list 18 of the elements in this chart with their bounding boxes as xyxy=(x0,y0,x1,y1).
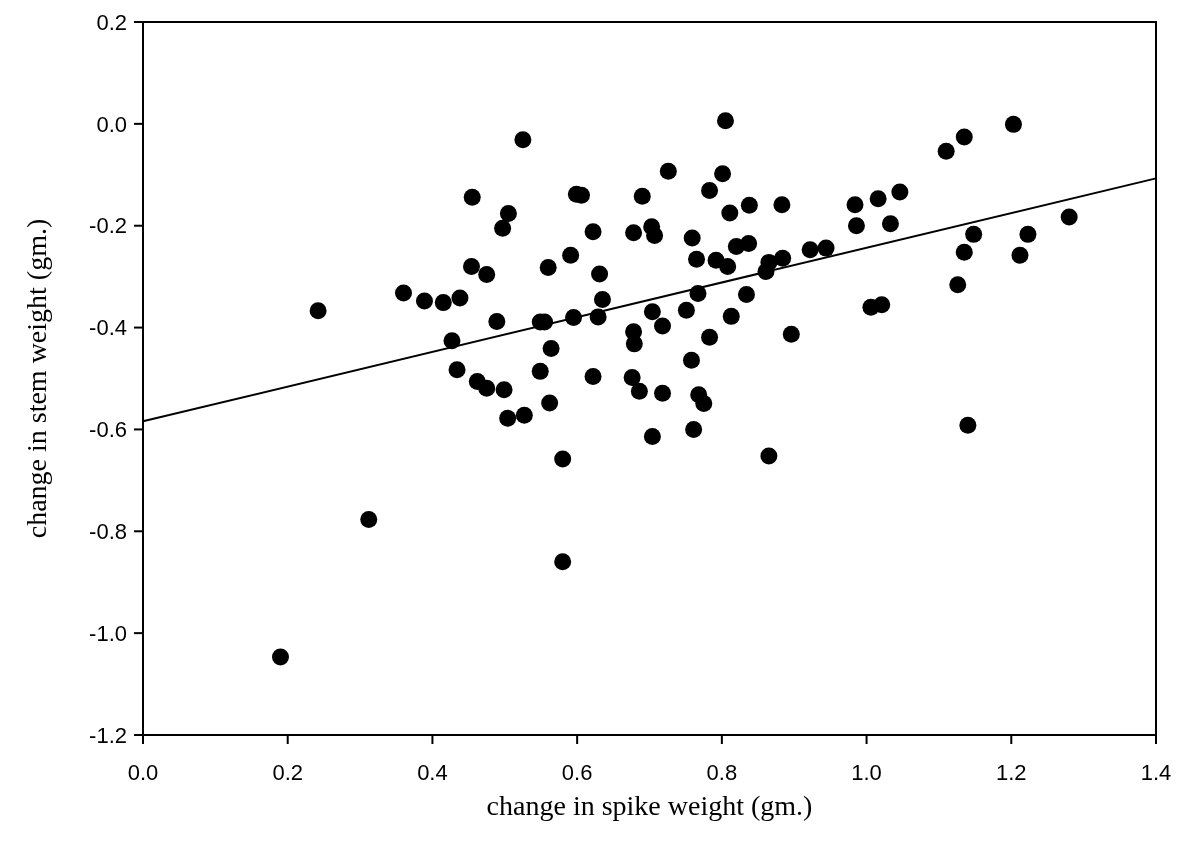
x-axis-title: change in spike weight (gm.) xyxy=(486,790,813,821)
y-tick-label: -0.4 xyxy=(89,315,127,341)
x-tick-label: 0.8 xyxy=(706,760,738,785)
x-tick-label: 1.0 xyxy=(851,760,882,785)
y-tick-label: -0.2 xyxy=(89,213,127,239)
x-tick-label: 0.2 xyxy=(272,760,304,785)
x-tick-label: 0.0 xyxy=(127,760,159,785)
y-tick-label: -0.6 xyxy=(89,417,127,443)
y-tick-label: -1.0 xyxy=(89,620,127,646)
y-tick-label: 0.0 xyxy=(96,111,127,137)
x-tick-label: 0.6 xyxy=(561,760,593,785)
y-axis-title: change in stem weight (gm.) xyxy=(21,218,52,539)
x-tick-label: 1.4 xyxy=(1140,760,1172,785)
x-tick-label: 0.4 xyxy=(417,760,448,785)
y-tick-label: 0.2 xyxy=(96,9,127,35)
y-tick-label: -1.2 xyxy=(89,722,127,748)
x-tick-label: 1.2 xyxy=(995,760,1027,785)
y-tick-label: -0.8 xyxy=(89,518,127,544)
